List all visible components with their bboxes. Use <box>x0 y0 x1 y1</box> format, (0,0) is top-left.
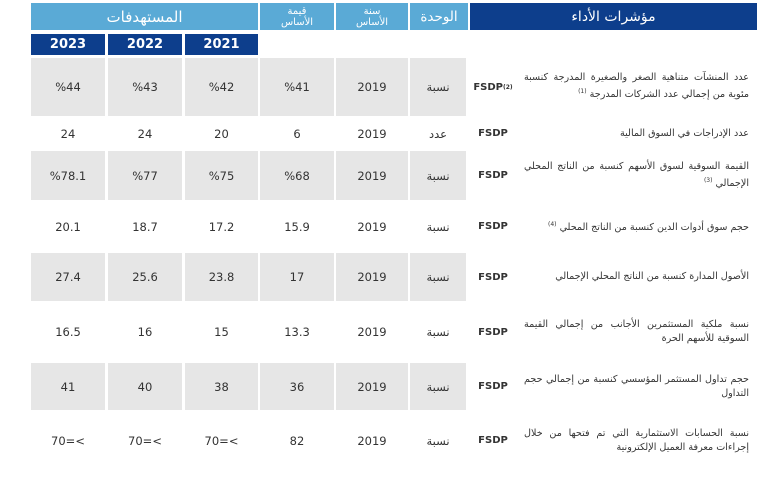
row-4-t2022: 18.7 <box>108 203 182 250</box>
row-3-unit: نسبة <box>410 151 466 200</box>
row-8-t2023: 70=< <box>31 413 105 468</box>
row-6-base-value: 13.3 <box>260 304 334 360</box>
row-1-base-year: 2019 <box>336 58 408 116</box>
row-6-t2021: 15 <box>185 304 258 360</box>
row-2-t2022: 24 <box>108 119 182 148</box>
row-7-owner: FSDP <box>478 381 508 392</box>
row-6-owner: FSDP <box>478 326 508 338</box>
row-5-indicator: الأصول المدارة كنسبة من الناتج المحلي ال… <box>555 271 749 282</box>
row-2-t2023: 24 <box>31 119 105 148</box>
row-7-indicator: حجم تداول المستثمر المؤسسي كنسبة من إجما… <box>524 373 749 399</box>
row-5-base-year: 2019 <box>336 253 408 301</box>
row-5-t2021: 23.8 <box>185 253 258 301</box>
row-7-t2022: 40 <box>108 363 182 410</box>
row-7-base-value: 36 <box>260 363 334 410</box>
row-6-t2022: 16 <box>108 304 182 360</box>
row-8-indicator: نسبة الحسابات الاستثمارية التي تم فتحها … <box>524 427 749 453</box>
row-5-owner: FSDP <box>478 271 508 283</box>
row-5-t2022: 25.6 <box>108 253 182 301</box>
row-6-base-year: 2019 <box>336 304 408 360</box>
row-1-base-value: %41 <box>260 58 334 116</box>
row-5-unit: نسبة <box>410 253 466 301</box>
row-1-t2021: %42 <box>185 58 258 116</box>
row-8-t2021: 70=< <box>185 413 258 468</box>
row-2-unit: عدد <box>410 119 466 148</box>
row-1-owner: FSDP (2) <box>473 81 513 93</box>
row-1-unit: نسبة <box>410 58 466 116</box>
row-3-base-value: %68 <box>260 151 334 200</box>
row-8-unit: نسبة <box>410 413 466 468</box>
year-2023-header: 2023 <box>31 34 105 55</box>
row-3-t2021: %75 <box>185 151 258 200</box>
row-8-t2022: 70=< <box>108 413 182 468</box>
row-2-base-value: 6 <box>260 119 334 148</box>
year-2021-header: 2021 <box>185 34 258 55</box>
row-1-indicator: عدد المنشآت متناهية الصغر والصغيرة المدر… <box>524 72 749 101</box>
row-6-t2023: 16.5 <box>31 304 105 360</box>
row-7-t2023: 41 <box>31 363 105 410</box>
row-8-base-year: 2019 <box>336 413 408 468</box>
unit-header: الوحدة <box>410 3 468 30</box>
row-7-t2021: 38 <box>185 363 258 410</box>
row-6-indicator: نسبة ملكية المستثمرين الأجانب من إجمالي … <box>524 319 749 344</box>
row-1-t2023: %44 <box>31 58 105 116</box>
row-5-base-value: 17 <box>260 253 334 301</box>
row-3-owner: FSDP <box>478 170 508 181</box>
row-4-base-year: 2019 <box>336 203 408 250</box>
row-6-unit: نسبة <box>410 304 466 360</box>
row-3-t2022: %77 <box>108 151 182 200</box>
row-5-t2023: 27.4 <box>31 253 105 301</box>
row-4-base-value: 15.9 <box>260 203 334 250</box>
row-3-t2023: %78.1 <box>31 151 105 200</box>
row-7-base-year: 2019 <box>336 363 408 410</box>
base-year-header: سنة الأساس <box>336 3 408 30</box>
row-2-t2021: 20 <box>185 119 258 148</box>
row-4-unit: نسبة <box>410 203 466 250</box>
year-2022-header: 2022 <box>108 34 182 55</box>
targets-header: المستهدفات <box>31 3 258 30</box>
row-3-indicator: القيمة السوقية لسوق الأسهم كنسبة من النا… <box>524 160 749 190</box>
row-2-owner: FSDP <box>478 128 508 139</box>
row-4-indicator: حجم سوق أدوات الدين كنسبة من الناتج المح… <box>547 220 749 234</box>
indicators-header: مؤشرات الأداء <box>470 3 757 30</box>
row-7-unit: نسبة <box>410 363 466 410</box>
row-1-t2022: %43 <box>108 58 182 116</box>
row-8-base-value: 82 <box>260 413 334 468</box>
row-4-t2021: 17.2 <box>185 203 258 250</box>
row-3-base-year: 2019 <box>336 151 408 200</box>
row-8-owner: FSDP <box>478 435 508 446</box>
row-4-t2023: 20.1 <box>31 203 105 250</box>
row-2-base-year: 2019 <box>336 119 408 148</box>
base-value-header: قيمة الأساس <box>260 3 334 30</box>
row-4-owner: FSDP <box>478 221 508 232</box>
row-2-indicator: عدد الإدراجات في السوق المالية <box>620 127 749 139</box>
